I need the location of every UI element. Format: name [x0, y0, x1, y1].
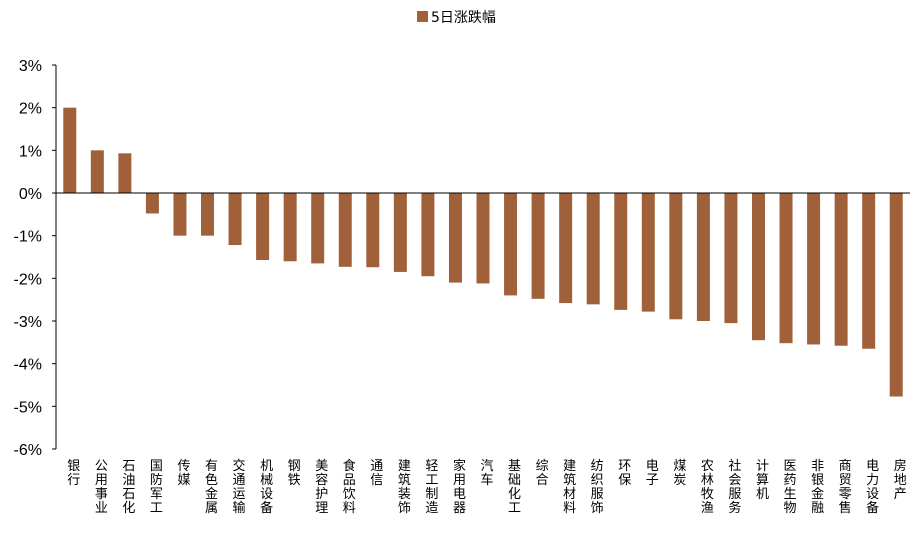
bar	[586, 193, 600, 305]
bar	[421, 193, 435, 277]
bar	[614, 193, 628, 310]
bar	[228, 193, 242, 246]
x-tick-label: 国防军工	[150, 459, 163, 516]
x-tick-label: 房地产	[894, 458, 907, 502]
x-tick-label: 建筑材料	[563, 459, 576, 516]
bar	[531, 193, 545, 299]
x-tick-label: 通信	[370, 459, 383, 488]
x-tick-label: 煤炭	[673, 459, 686, 488]
bar	[779, 193, 793, 344]
x-tick-label: 综合	[536, 459, 549, 488]
x-tick-label: 农林牧渔	[701, 459, 714, 516]
x-tick-label: 电子	[646, 459, 659, 488]
bar	[90, 150, 104, 193]
bar	[338, 193, 352, 267]
y-tick-label: -3%	[14, 314, 42, 331]
bar	[311, 193, 325, 264]
x-tick-label: 社会服务	[728, 458, 741, 516]
y-tick-label: 0%	[19, 186, 42, 203]
x-tick-label: 轻工制造	[425, 459, 438, 516]
y-tick-label: -2%	[14, 271, 42, 288]
x-tick-label: 钢铁	[288, 459, 301, 488]
bar	[118, 153, 132, 193]
bar	[256, 193, 270, 260]
bar	[641, 193, 655, 312]
bar	[366, 193, 380, 268]
x-tick-label: 银行	[67, 459, 80, 488]
bar	[862, 193, 876, 349]
category-labels: 银行 公用事业 石油石化 国防军工 传媒 有色金属 交通运输 机械设备 钢铁 美容护理 食品饮料 通信…	[67, 458, 906, 516]
y-tick-label: 2%	[19, 101, 42, 118]
bar	[807, 193, 821, 345]
bar	[283, 193, 297, 262]
x-tick-label: 非银金融	[811, 459, 824, 516]
x-tick-label: 家用电器	[453, 458, 466, 516]
bars	[63, 107, 903, 397]
x-tick-label: 商贸零售	[839, 459, 852, 516]
bar	[751, 193, 765, 341]
x-tick-label: 基础化工	[508, 459, 521, 516]
x-tick-label: 医药生物	[784, 459, 797, 516]
bar	[504, 193, 518, 296]
bar	[669, 193, 683, 320]
bar	[559, 193, 573, 304]
bar	[145, 193, 159, 214]
x-tick-label: 公用事业	[95, 459, 108, 516]
bar	[724, 193, 738, 324]
x-tick-label: 传媒	[177, 459, 190, 488]
bar	[63, 107, 77, 193]
bar	[889, 193, 903, 397]
bar	[696, 193, 710, 321]
x-tick-label: 计算机	[756, 459, 769, 502]
x-tick-label: 食品饮料	[343, 458, 356, 516]
x-tick-label: 有色金属	[205, 459, 218, 516]
bar	[834, 193, 848, 346]
legend-label: 5日涨跌幅	[431, 10, 496, 26]
x-tick-label: 美容护理	[315, 459, 328, 516]
x-tick-label: 石油石化	[122, 459, 135, 516]
bar	[173, 193, 187, 236]
x-tick-label: 环保	[618, 459, 631, 488]
x-tick-label: 汽车	[480, 459, 493, 488]
y-tick-label: -5%	[14, 399, 42, 416]
y-axis: 3% 2% 1% 0% -1% -2% -3% -4% -5% -6%	[14, 58, 57, 459]
bar	[448, 193, 462, 283]
x-tick-label: 机械设备	[260, 459, 273, 516]
bar	[201, 193, 215, 236]
y-tick-label: -1%	[14, 229, 42, 246]
bar	[393, 193, 407, 272]
x-tick-label: 电力设备	[866, 459, 879, 516]
y-tick-label: 1%	[19, 143, 42, 160]
x-tick-label: 建筑装饰	[398, 459, 411, 516]
y-tick-label: 3%	[19, 58, 42, 75]
legend-swatch	[417, 11, 428, 22]
x-tick-label: 纺织服饰	[591, 459, 604, 516]
bar	[476, 193, 490, 284]
y-tick-label: -4%	[14, 357, 42, 374]
x-tick-label: 交通运输	[233, 458, 246, 516]
legend: 5日涨跌幅	[417, 10, 496, 26]
y-tick-label: -6%	[14, 442, 42, 459]
